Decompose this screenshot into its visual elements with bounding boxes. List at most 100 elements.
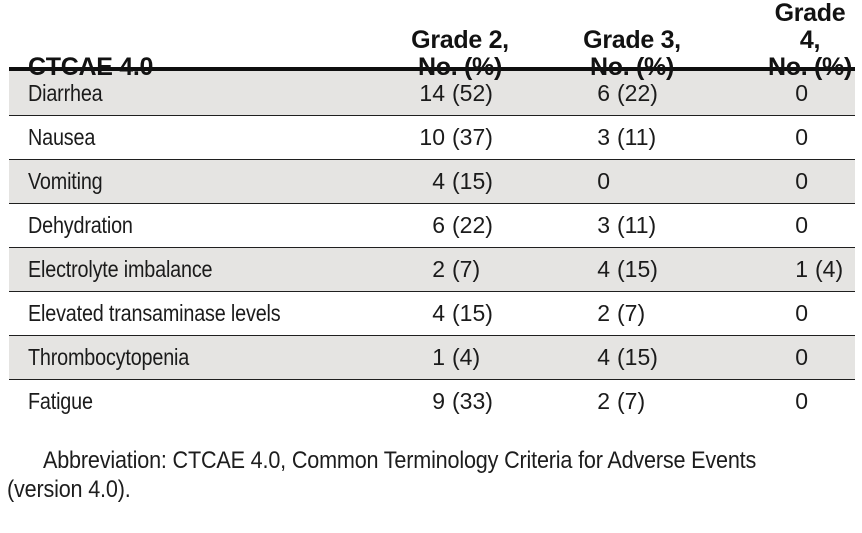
grade2-cell: 14 (52) [400, 71, 520, 115]
percent-value: (22) [617, 79, 658, 106]
count-value: 1 [795, 256, 808, 282]
percent-value: (4) [815, 256, 844, 282]
condition-cell: Vomiting [9, 160, 400, 203]
count-value: 2 [597, 300, 610, 326]
grade2-cell: 4 (15) [400, 292, 520, 335]
count-value: 4 [597, 256, 610, 282]
grade4-cell: 0 [765, 292, 855, 335]
count-value: 3 [597, 212, 610, 238]
percent-value: (7) [617, 300, 646, 326]
count-value: 1 [432, 344, 445, 370]
adverse-events-table: CTCAE 4.0 Grade 2, No. (%) Grade 3, No. … [9, 0, 855, 423]
count-value: 0 [795, 300, 808, 326]
count-value: 0 [795, 168, 808, 194]
count-value: 3 [597, 124, 610, 150]
count-value: 14 [419, 79, 445, 106]
count-value: 0 [795, 79, 808, 106]
count-value: 4 [432, 168, 445, 194]
column-header-line: No. (%) [768, 53, 852, 81]
percent-value: (15) [617, 344, 658, 370]
table-row-diarrhea: Diarrhea 14 (52) 6 (22) 0 [9, 71, 855, 115]
grade3-cell: 0 [572, 160, 692, 203]
table-row-vomiting: Vomiting 4 (15) 0 0 [9, 159, 855, 203]
count-value: 0 [795, 124, 808, 150]
table-row-thrombocytopenia: Thrombocytopenia 1 (4) 4 (15) 0 [9, 335, 855, 379]
percent-value: (11) [617, 212, 657, 238]
count-value: 2 [432, 256, 445, 282]
condition-cell: Dehydration [9, 204, 400, 247]
grade3-cell: 4 (15) [572, 248, 692, 291]
column-header-ctcae: CTCAE 4.0 [28, 53, 154, 81]
grade3-cell: 4 (15) [572, 336, 692, 379]
grade3-cell: 3 (11) [572, 116, 692, 159]
grade2-cell: 2 (7) [400, 248, 520, 291]
count-value: 2 [597, 388, 610, 414]
table-row-fatigue: Fatigue 9 (33) 2 (7) 0 [9, 379, 855, 423]
column-header-line: No. (%) [590, 53, 674, 81]
percent-value: (15) [617, 256, 658, 282]
count-value: 0 [795, 344, 808, 370]
table-row-electrolyte-imbalance: Electrolyte imbalance 2 (7) 4 (15) 1 (4) [9, 247, 855, 291]
column-header-grade3: Grade 3, No. (%) [572, 27, 692, 81]
column-header-line: No. (%) [418, 53, 502, 81]
footnote-line-1: Abbreviation: CTCAE 4.0, Common Terminol… [43, 447, 757, 474]
table-row-nausea: Nausea 10 (37) 3 (11) 0 [9, 115, 855, 159]
count-value: 0 [795, 388, 808, 414]
condition-cell: Electrolyte imbalance [9, 248, 400, 291]
grade3-cell: 6 (22) [572, 71, 692, 115]
grade4-cell: 0 [765, 336, 855, 379]
grade4-cell: 1 (4) [765, 248, 855, 291]
percent-value: (15) [452, 300, 493, 326]
percent-value: (7) [452, 256, 481, 282]
condition-cell: Nausea [9, 116, 400, 159]
count-value: 4 [432, 300, 445, 326]
condition-cell: Fatigue [9, 380, 400, 423]
condition-cell: Elevated transaminase levels [9, 292, 400, 335]
column-header-line: Grade 3, [583, 26, 681, 54]
count-value: 6 [432, 212, 445, 238]
table-row-dehydration: Dehydration 6 (22) 3 (11) 0 [9, 203, 855, 247]
condition-label: Fatigue [28, 388, 93, 414]
table-row-elevated-transaminase: Elevated transaminase levels 4 (15) 2 (7) … [9, 291, 855, 335]
grade2-cell: 4 (15) [400, 160, 520, 203]
column-header-line: Grade 2, [411, 26, 509, 54]
condition-label: Thrombocytopenia [28, 344, 190, 370]
condition-cell: Thrombocytopenia [9, 336, 400, 379]
count-value: 10 [419, 124, 445, 150]
grade4-cell: 0 [765, 380, 855, 423]
percent-value: (52) [452, 79, 493, 106]
grade2-cell: 9 (33) [400, 380, 520, 423]
column-header-line: Grade 4, [774, 0, 846, 54]
condition-label: Nausea [28, 124, 96, 150]
grade4-cell: 0 [765, 71, 855, 115]
column-header-grade4: Grade 4, No. (%) [765, 0, 855, 81]
table-header-row: CTCAE 4.0 Grade 2, No. (%) Grade 3, No. … [9, 0, 855, 81]
count-value: 4 [597, 344, 610, 370]
condition-label: Elevated transaminase levels [28, 300, 281, 326]
footnote-line-2: (version 4.0). [7, 476, 131, 503]
count-value: 6 [597, 79, 610, 106]
grade3-cell: 3 (11) [572, 204, 692, 247]
grade4-cell: 0 [765, 116, 855, 159]
grade4-cell: 0 [765, 160, 855, 203]
condition-label: Diarrhea [28, 79, 103, 106]
condition-cell: Diarrhea [9, 71, 400, 115]
condition-label: Electrolyte imbalance [28, 256, 213, 282]
grade2-cell: 1 (4) [400, 336, 520, 379]
percent-value: (37) [452, 124, 493, 150]
percent-value: (33) [452, 388, 493, 414]
count-value: 0 [597, 168, 610, 194]
grade4-cell: 0 [765, 204, 855, 247]
count-value: 9 [432, 388, 445, 414]
percent-value: (11) [617, 124, 657, 150]
grade3-cell: 2 (7) [572, 380, 692, 423]
condition-label: Dehydration [28, 212, 133, 238]
grade3-cell: 2 (7) [572, 292, 692, 335]
condition-label: Vomiting [28, 168, 103, 194]
percent-value: (22) [452, 212, 493, 238]
footnote: Abbreviation: CTCAE 4.0, Common Terminol… [7, 446, 835, 504]
percent-value: (4) [452, 344, 481, 370]
count-value: 0 [795, 212, 808, 238]
percent-value: (15) [452, 168, 493, 194]
